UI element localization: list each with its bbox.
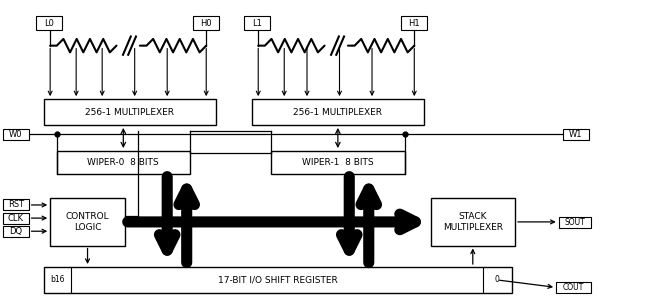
Text: H1: H1 [409, 18, 420, 27]
Text: RST: RST [8, 201, 24, 209]
Text: 0: 0 [494, 275, 500, 284]
Text: L0: L0 [44, 18, 54, 27]
FancyBboxPatch shape [402, 16, 427, 30]
FancyBboxPatch shape [57, 151, 190, 174]
Text: 256-1 MULTIPLEXER: 256-1 MULTIPLEXER [293, 107, 383, 116]
FancyBboxPatch shape [44, 267, 512, 293]
Text: b16: b16 [50, 275, 65, 284]
Text: H0: H0 [200, 18, 212, 27]
Text: W0: W0 [9, 130, 22, 139]
FancyBboxPatch shape [36, 16, 62, 30]
Text: 256-1 MULTIPLEXER: 256-1 MULTIPLEXER [86, 107, 174, 116]
FancyBboxPatch shape [244, 16, 270, 30]
Text: WIPER-1  8 BITS: WIPER-1 8 BITS [302, 158, 374, 167]
Text: CONTROL
LOGIC: CONTROL LOGIC [66, 212, 109, 232]
Text: COUT: COUT [563, 283, 584, 292]
FancyBboxPatch shape [430, 198, 515, 245]
FancyBboxPatch shape [3, 129, 29, 140]
Text: CLK: CLK [8, 213, 24, 223]
FancyBboxPatch shape [251, 99, 424, 125]
FancyBboxPatch shape [3, 226, 29, 237]
FancyBboxPatch shape [558, 217, 591, 228]
FancyBboxPatch shape [3, 200, 29, 210]
FancyBboxPatch shape [271, 151, 404, 174]
Text: SOUT: SOUT [564, 218, 585, 227]
Text: STACK
MULTIPLEXER: STACK MULTIPLEXER [443, 212, 503, 232]
FancyBboxPatch shape [193, 16, 219, 30]
FancyBboxPatch shape [556, 282, 591, 293]
FancyBboxPatch shape [50, 198, 125, 245]
FancyBboxPatch shape [3, 213, 29, 224]
FancyBboxPatch shape [562, 129, 588, 140]
Text: 17-BIT I/O SHIFT REGISTER: 17-BIT I/O SHIFT REGISTER [218, 275, 338, 284]
FancyBboxPatch shape [44, 99, 216, 125]
Text: L1: L1 [252, 18, 262, 27]
Text: W1: W1 [569, 130, 582, 139]
Text: DQ: DQ [9, 227, 22, 236]
Text: WIPER-0  8 BITS: WIPER-0 8 BITS [88, 158, 159, 167]
